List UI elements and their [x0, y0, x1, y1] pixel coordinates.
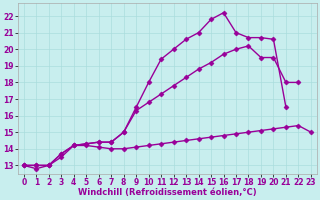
X-axis label: Windchill (Refroidissement éolien,°C): Windchill (Refroidissement éolien,°C) [78, 188, 257, 197]
